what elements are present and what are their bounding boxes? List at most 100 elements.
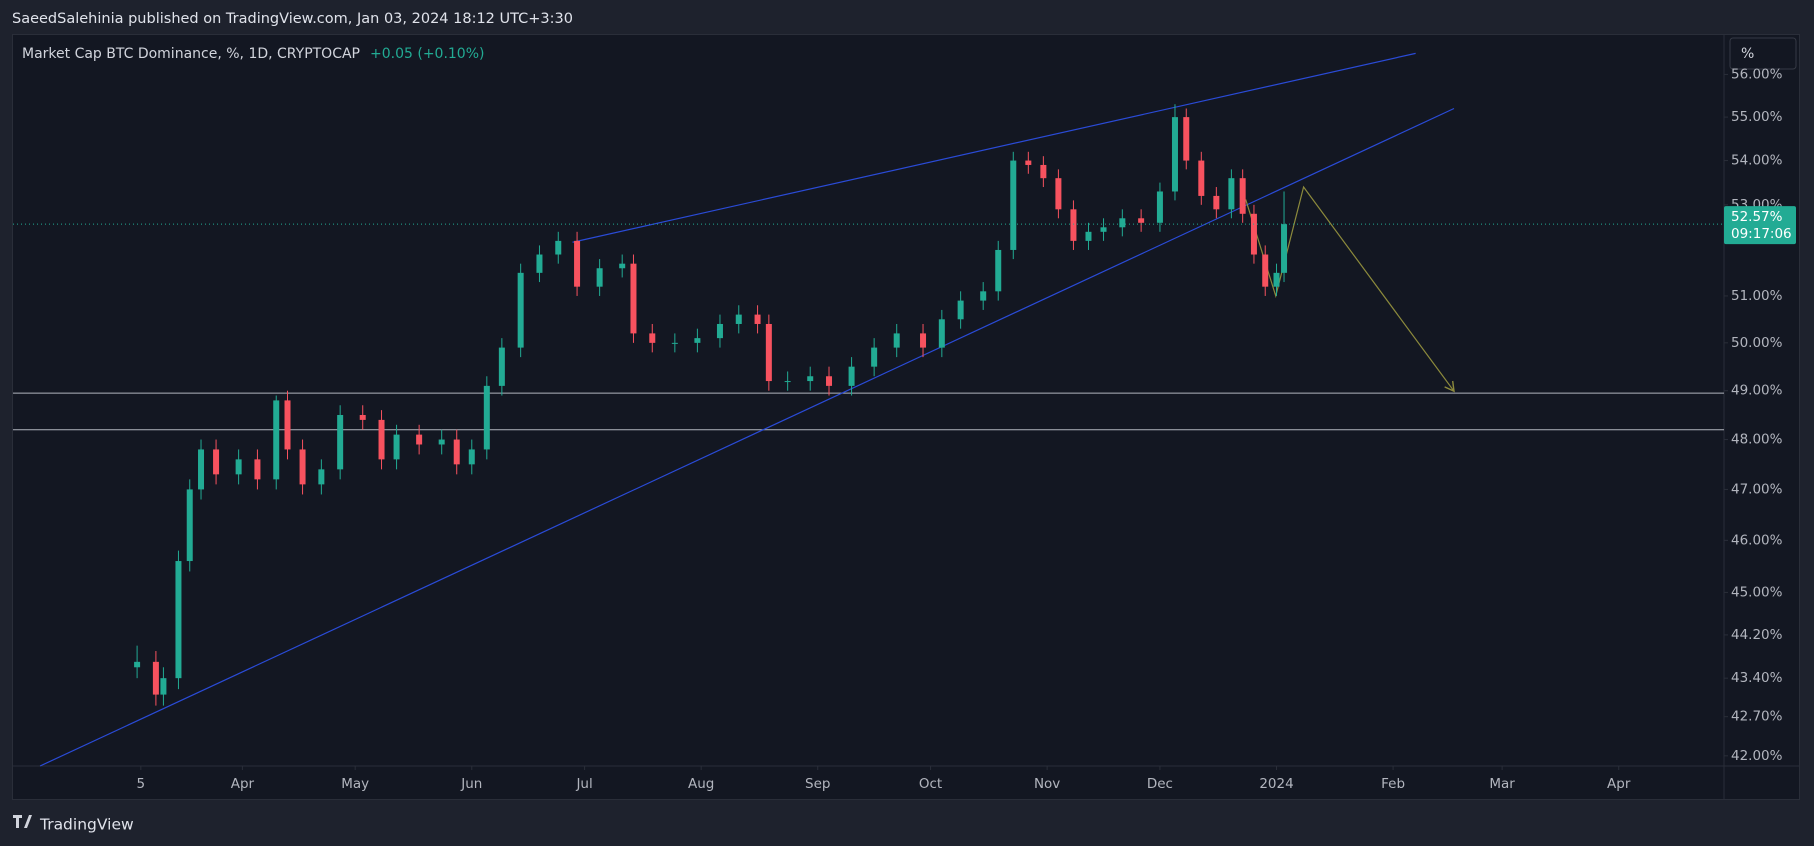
candle-body — [299, 449, 306, 485]
x-tick-label: 2024 — [1259, 776, 1293, 792]
candle-body — [254, 459, 261, 480]
y-tick-label: 45.00% — [1731, 584, 1783, 600]
chart-pane — [12, 34, 1800, 800]
candle-body — [1281, 224, 1288, 273]
candle-body — [630, 263, 637, 334]
candle-body — [1239, 178, 1246, 214]
trend-drawing — [1245, 185, 1455, 393]
trend-drawing — [39, 107, 1455, 767]
candle-body — [574, 240, 581, 287]
candle-body — [235, 459, 242, 475]
candle-body — [273, 400, 280, 480]
x-tick-label: Feb — [1381, 776, 1405, 792]
candle-body — [754, 314, 761, 324]
candle-body — [1198, 160, 1205, 196]
candle-body — [483, 385, 490, 450]
candle-body — [393, 434, 400, 460]
y-tick-label: 49.00% — [1731, 383, 1783, 399]
candle-body — [716, 323, 723, 339]
x-tick-label: Jun — [460, 776, 482, 792]
y-tick-label: 50.00% — [1731, 335, 1783, 351]
footer-brand: TradingView — [39, 816, 134, 834]
y-tick-label: 46.00% — [1731, 532, 1783, 548]
last-price-label: 52.57% — [1731, 209, 1783, 225]
candle-body — [784, 381, 791, 383]
candle-body — [1171, 117, 1178, 192]
candle-body — [453, 439, 460, 465]
y-tick-label: 51.00% — [1731, 288, 1783, 304]
x-tick-label: Apr — [231, 776, 255, 792]
y-tick-label: 48.00% — [1731, 432, 1783, 448]
publisher-header: SaeedSalehinia published on TradingView.… — [12, 11, 573, 27]
candle-body — [152, 661, 159, 695]
candle-body — [416, 434, 423, 445]
candle-body — [134, 661, 141, 668]
footer-logo — [13, 815, 32, 828]
plot: 42.00% 42.70% 43.40% 44.20% 45.00% 46.00% 47.0… — [13, 52, 1796, 792]
candle-body — [807, 376, 814, 382]
candle-body — [1010, 160, 1017, 250]
last-price-box — [1724, 206, 1796, 245]
candle-body — [1070, 209, 1077, 241]
scale-button[interactable] — [1729, 37, 1797, 70]
candle-body — [765, 323, 772, 382]
x-tick-label: 5 — [137, 776, 146, 792]
candle-body — [438, 439, 445, 445]
candle-body — [957, 300, 964, 320]
candle-body — [1040, 164, 1047, 179]
candle-body — [1138, 218, 1145, 223]
candle-body — [284, 400, 291, 450]
trend-drawing — [572, 52, 1416, 243]
candle-body — [378, 419, 385, 460]
candle-body — [649, 333, 656, 343]
candle-body — [555, 240, 562, 255]
y-tick-label: 43.40% — [1731, 670, 1783, 686]
candle-body — [1273, 272, 1280, 287]
candle-body — [498, 347, 505, 386]
candle-body — [1085, 231, 1092, 241]
y-tick-label: 47.00% — [1731, 481, 1783, 497]
candle-body — [619, 263, 626, 269]
candle-body — [536, 254, 543, 273]
x-tick-label: Oct — [919, 776, 942, 792]
y-tick-label: 56.00% — [1731, 66, 1783, 82]
change-legend: +0.05 (+0.10%) — [370, 46, 484, 62]
candle-body — [160, 678, 167, 695]
candle-body — [517, 272, 524, 348]
candle-body — [893, 333, 900, 348]
scale-button-label[interactable]: % — [1741, 46, 1754, 62]
candle-body — [175, 561, 182, 679]
candle-body — [826, 376, 833, 386]
candle-body — [671, 342, 678, 344]
candle-body — [995, 249, 1002, 292]
candle-body — [1228, 178, 1235, 210]
x-tick-label: May — [341, 776, 369, 792]
candle-body — [735, 314, 742, 324]
candle-body — [596, 268, 603, 287]
candle-body — [920, 333, 927, 348]
candle-body — [337, 415, 344, 470]
candle-body — [359, 415, 366, 420]
candle-body — [848, 366, 855, 386]
y-tick-label: 55.00% — [1731, 109, 1783, 125]
candle-body — [1213, 195, 1220, 210]
x-tick-label: Sep — [805, 776, 830, 792]
candle-body — [186, 489, 193, 562]
candle-body — [468, 449, 475, 465]
x-tick-label: Apr — [1607, 776, 1631, 792]
candle-body — [1262, 254, 1269, 287]
x-tick-label: Dec — [1147, 776, 1173, 792]
candle-body — [1025, 160, 1032, 165]
x-tick-label: Mar — [1489, 776, 1515, 792]
candle-body — [213, 449, 220, 475]
candle-body — [198, 449, 205, 490]
candle-body — [1100, 227, 1107, 232]
candle-body — [1250, 213, 1257, 255]
candle-body — [980, 291, 987, 301]
candle-body — [1055, 178, 1062, 210]
y-tick-label: 54.00% — [1731, 153, 1783, 169]
candle-body — [318, 469, 325, 485]
candle-body — [938, 319, 945, 348]
